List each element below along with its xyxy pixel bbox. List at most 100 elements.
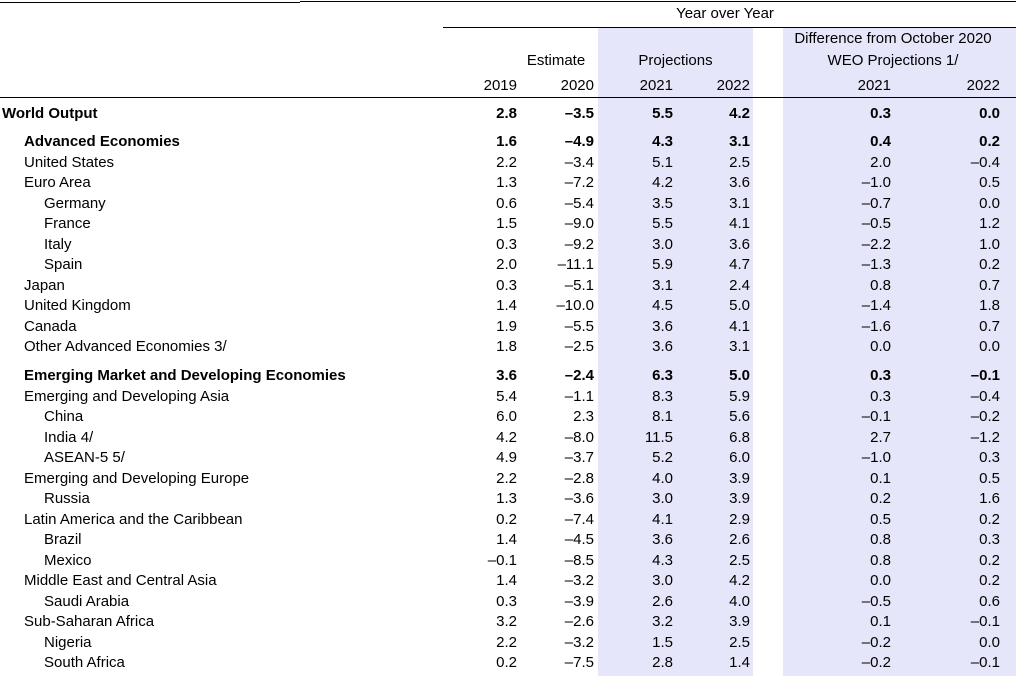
table-row: Japan 0.3 –5.1 3.1 2.4 0.8 0.7 — [0, 276, 1016, 296]
row-label: Latin America and the Caribbean — [24, 510, 243, 528]
row-value: –2.5 — [564, 338, 594, 355]
row-label: Emerging and Developing Asia — [24, 387, 230, 405]
row-value: 0.6 — [496, 194, 517, 212]
row-value: 0.5 — [979, 469, 1000, 487]
row-value: 5.5 — [652, 105, 673, 122]
row-value: 2.6 — [729, 531, 750, 548]
row-value: 0.6 — [979, 592, 1000, 610]
row-value: 0.3 — [870, 105, 891, 122]
row-value: –0.7 — [861, 194, 891, 212]
row-value: 0.3 — [979, 531, 1000, 548]
row-value: 4.1 — [729, 317, 750, 335]
row-value: –3.5 — [564, 105, 594, 122]
row-value: 2.9 — [729, 510, 750, 528]
row-value: 2.0 — [870, 153, 891, 171]
row-value: –0.5 — [861, 215, 891, 232]
table-row: World Output 2.8 –3.5 5.5 4.2 0.3 0.0 — [0, 104, 1016, 124]
row-value: 1.4 — [496, 572, 517, 589]
row-value: –5.5 — [564, 317, 594, 335]
table-row: South Africa 0.2 –7.5 2.8 1.4 –0.2 –0.1 — [0, 653, 1016, 673]
row-value: –3.6 — [564, 490, 594, 507]
row-label: Emerging Market and Developing Economies — [24, 367, 346, 384]
row-value: 2.2 — [496, 153, 517, 171]
row-value: 0.0 — [979, 194, 1000, 212]
top-rule-left — [0, 2, 300, 3]
row-value: 1.4 — [729, 654, 750, 671]
row-value: 1.4 — [496, 531, 517, 548]
row-value: 3.6 — [652, 317, 673, 335]
difference-label-line1: Difference from October 2020 — [794, 30, 992, 47]
row-value: 0.0 — [979, 105, 1000, 122]
row-value: 5.5 — [652, 215, 673, 232]
row-value: –2.8 — [564, 469, 594, 487]
row-value: 3.1 — [652, 276, 673, 294]
row-value: 2.6 — [652, 592, 673, 610]
row-label: Nigeria — [44, 633, 92, 651]
row-value: 0.5 — [870, 510, 891, 528]
row-value: 3.6 — [652, 338, 673, 355]
row-value: –0.2 — [861, 654, 891, 671]
row-label: Saudi Arabia — [44, 592, 130, 610]
row-value: –2.2 — [861, 235, 891, 253]
row-value: 0.2 — [979, 133, 1000, 150]
row-value: –5.4 — [564, 194, 594, 212]
row-value: 2.5 — [729, 633, 750, 651]
row-value: 4.1 — [729, 215, 750, 232]
row-value: 1.3 — [496, 490, 517, 507]
table-row: Nigeria 2.2 –3.2 1.5 2.5 –0.2 0.0 — [0, 633, 1016, 653]
row-value: –0.1 — [487, 551, 517, 569]
table-row: Euro Area 1.3 –7.2 4.2 3.6 –1.0 0.5 — [0, 173, 1016, 193]
row-value: 5.0 — [729, 367, 750, 384]
row-value: 4.2 — [652, 174, 673, 191]
row-label: Russia — [44, 490, 90, 507]
row-value: –7.4 — [564, 510, 594, 528]
row-value: 11.5 — [644, 428, 673, 446]
table-row: Saudi Arabia 0.3 –3.9 2.6 4.0 –0.5 0.6 — [0, 592, 1016, 612]
table-row: Advanced Economies 1.6 –4.9 4.3 3.1 0.4 0.2 — [0, 132, 1016, 152]
row-value: 1.5 — [496, 215, 517, 232]
row-value: 0.5 — [979, 174, 1000, 191]
row-value: –0.1 — [861, 408, 891, 425]
row-value: 3.9 — [729, 490, 750, 507]
row-value: 5.0 — [729, 297, 750, 314]
table-row: Brazil 1.4 –4.5 3.6 2.6 0.8 0.3 — [0, 530, 1016, 550]
row-value: –1.1 — [564, 387, 594, 405]
row-value: 0.0 — [979, 633, 1000, 651]
row-label: United Kingdom — [24, 297, 131, 314]
row-value: 0.0 — [870, 572, 891, 589]
row-value: 0.4 — [870, 133, 891, 150]
row-value: 4.5 — [652, 297, 673, 314]
row-value: –1.0 — [861, 449, 891, 466]
row-value: –1.2 — [970, 428, 1000, 446]
row-value: –0.4 — [970, 153, 1000, 171]
row-value: 8.3 — [652, 387, 673, 405]
row-value: 0.3 — [496, 592, 517, 610]
row-label: Mexico — [44, 551, 92, 569]
row-value: 3.6 — [729, 235, 750, 253]
row-value: 3.6 — [729, 174, 750, 191]
table-row: Sub-Saharan Africa 3.2 –2.6 3.2 3.9 0.1 –0.1 — [0, 612, 1016, 632]
table-row: United Kingdom 1.4 –10.0 4.5 5.0 –1.4 1.8 — [0, 296, 1016, 316]
row-value: –0.5 — [861, 592, 891, 610]
row-label: Spain — [44, 256, 83, 273]
row-label: India 4/ — [44, 428, 94, 446]
table-row: United States 2.2 –3.4 5.1 2.5 2.0 –0.4 — [0, 153, 1016, 173]
row-value: –0.1 — [970, 613, 1000, 630]
row-value: 4.1 — [652, 510, 673, 528]
row-label: ASEAN-5 5/ — [44, 449, 125, 466]
projections-label: Projections — [638, 52, 713, 69]
difference-shading — [783, 28, 1016, 676]
row-value: 0.2 — [979, 256, 1000, 273]
row-value: –0.1 — [970, 367, 1000, 384]
projections-shading — [598, 28, 753, 676]
row-label: United States — [24, 153, 115, 171]
row-value: 8.1 — [652, 408, 673, 425]
row-value: –3.2 — [564, 572, 594, 589]
row-label: China — [44, 408, 84, 425]
table-row: Germany 0.6 –5.4 3.5 3.1 –0.7 0.0 — [0, 194, 1016, 214]
year-over-year-label: Year over Year — [676, 5, 774, 22]
row-value: 0.1 — [870, 613, 891, 630]
row-label: Other Advanced Economies 3/ — [24, 338, 227, 355]
row-label: Middle East and Central Asia — [24, 572, 217, 589]
row-label: South Africa — [44, 654, 125, 671]
